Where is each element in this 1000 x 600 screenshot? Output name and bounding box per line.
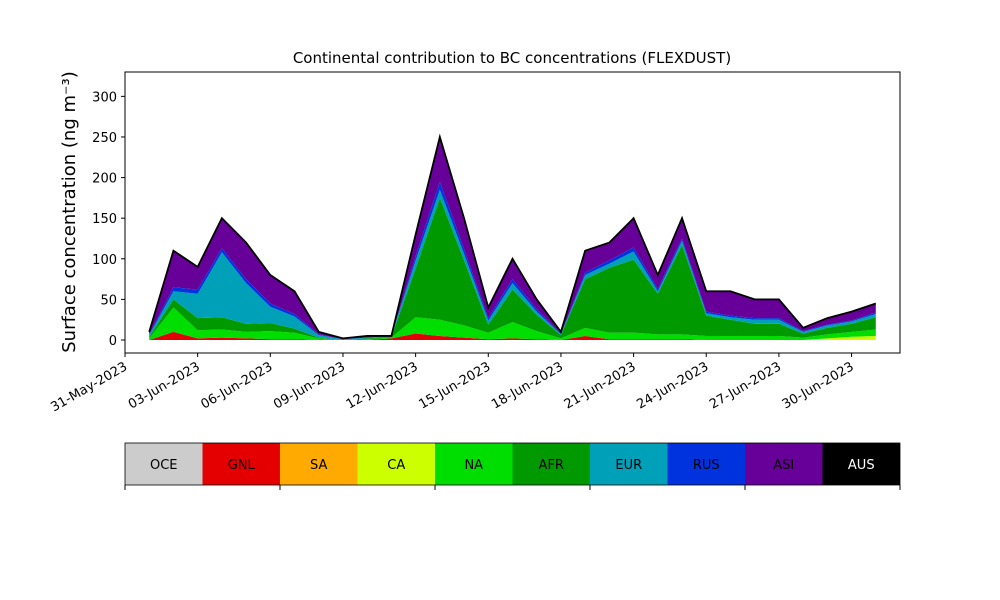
x-tick-label: 06-Jun-2023: [198, 359, 275, 412]
y-tick-label: 150: [92, 212, 117, 227]
x-tick-label: 18-Jun-2023: [489, 359, 566, 412]
x-tick-label: 12-Jun-2023: [344, 359, 421, 412]
legend-frame: [124, 442, 901, 486]
legend-swatch: [125, 443, 203, 485]
y-tick-label: 100: [92, 253, 117, 268]
legend-label: OCE: [150, 458, 178, 473]
x-tick-label: 21-Jun-2023: [562, 359, 639, 412]
chart-title: Continental contribution to BC concentra…: [293, 49, 731, 67]
legend-label: SA: [310, 458, 327, 473]
legend-swatch: [590, 443, 668, 485]
legend-label: GNL: [228, 458, 256, 473]
legend-label: EUR: [615, 458, 642, 473]
legend-swatch: [202, 443, 280, 485]
x-tick-label: 09-Jun-2023: [271, 359, 348, 412]
x-tick-label: 27-Jun-2023: [707, 359, 784, 412]
legend-label: AFR: [539, 458, 564, 473]
legend-label: ASI: [773, 458, 794, 473]
legend-label: RUS: [693, 458, 720, 473]
legend-label: AUS: [848, 458, 875, 473]
legend-label: CA: [387, 458, 405, 473]
area: [148, 133, 877, 340]
y-tick-label: 300: [92, 90, 117, 105]
area: [149, 197, 876, 341]
legend-swatch: [745, 443, 823, 485]
x-tick-label: 24-Jun-2023: [634, 359, 711, 412]
legend-swatch: [667, 443, 745, 485]
legend-swatch: [280, 443, 358, 485]
legend-swatch: [435, 443, 513, 485]
x-tick-label: 03-Jun-2023: [126, 359, 203, 412]
x-tick-label: 30-Jun-2023: [780, 359, 857, 412]
legend-swatch: [357, 443, 435, 485]
legend-label: NA: [464, 458, 483, 473]
y-tick-label: 0: [109, 334, 117, 349]
x-tick-label: 15-Jun-2023: [416, 359, 493, 412]
legend-swatch: [822, 443, 900, 485]
y-tick-label: 50: [100, 293, 117, 308]
area: [149, 307, 876, 341]
y-tick-label: 250: [92, 131, 117, 146]
y-axis-label: Surface concentration (ng m⁻³): [59, 71, 80, 353]
legend-swatch: [512, 443, 590, 485]
y-tick-label: 200: [92, 172, 117, 187]
plot-frame: [124, 71, 901, 354]
x-tick-label: 31-May-2023: [48, 359, 130, 415]
